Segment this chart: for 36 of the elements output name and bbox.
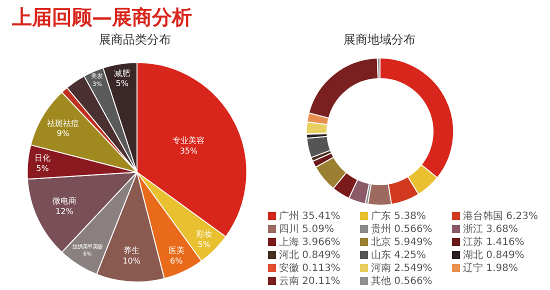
data-label: 10% xyxy=(122,256,141,266)
legend-label: 四川 5.09% xyxy=(279,224,334,235)
legend-label: 河南 2.549% xyxy=(371,263,432,274)
data-label: 5% xyxy=(36,164,50,174)
legend-label: 安徽 0.113% xyxy=(279,263,340,274)
data-label: 5% xyxy=(116,79,129,88)
legend-label: 港台韩国 6.23% xyxy=(463,211,538,222)
text: 上届回顾—展商分析 xyxy=(12,4,192,31)
legend-label: 北京 5.949% xyxy=(371,237,432,248)
legend-label: 江苏 1.416% xyxy=(463,237,524,248)
legend-label: 广东 5.38% xyxy=(371,211,426,222)
legend-label: 贵州 0.566% xyxy=(371,224,432,235)
slice-label: 微电商 xyxy=(52,196,76,206)
data-label: 9% xyxy=(56,129,70,138)
slice-label: 养生 xyxy=(124,246,140,256)
data-label: 35% xyxy=(180,146,198,156)
legend-label: 云南 20.11% xyxy=(279,276,340,287)
slice-label: 祛斑祛痘 xyxy=(47,118,80,128)
data-label: 6% xyxy=(170,256,184,266)
legend-label: 其他 0.566% xyxy=(371,276,432,287)
legend-label: 河北 0.849% xyxy=(279,250,340,261)
slice-label: 减肥 xyxy=(114,68,130,78)
data-label: 5% xyxy=(198,240,211,250)
slice-label: 日化 xyxy=(34,154,51,163)
slice-label: 专业美容 xyxy=(172,136,205,146)
chart-title: 展商品类分布 xyxy=(99,32,171,47)
chart-title: 展商地域分布 xyxy=(344,32,416,47)
slice-label: 医美 xyxy=(168,246,184,256)
legend-label: 山东 4.25% xyxy=(371,250,426,261)
data-label: 12% xyxy=(56,207,74,216)
slice-label: 彩妆 xyxy=(196,230,212,239)
legend-label: 广州 35.41% xyxy=(279,211,340,222)
legend-label: 浙江 3.68% xyxy=(463,224,518,235)
legend-label: 湖北 0.849% xyxy=(463,250,524,261)
legend-label: 上海 3.966% xyxy=(279,237,340,248)
legend-label: 辽宁 1.98% xyxy=(463,263,518,274)
